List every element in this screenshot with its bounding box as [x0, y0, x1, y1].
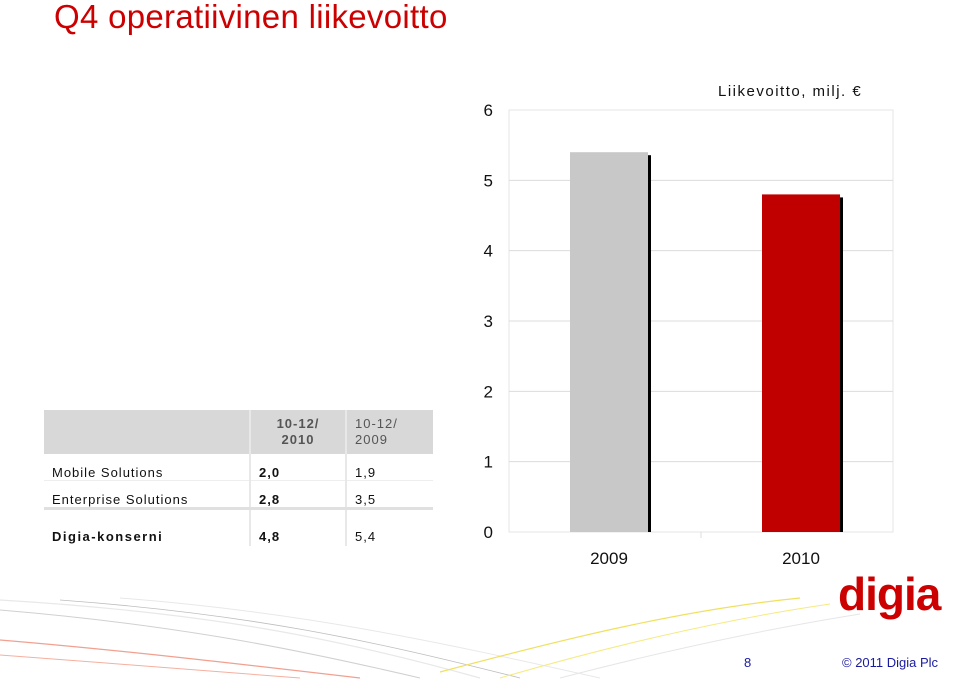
y-tick-label: 6	[484, 101, 493, 120]
value-2009: 3,5	[345, 480, 433, 509]
page-number: 8	[744, 655, 752, 670]
x-category-label: 2010	[782, 549, 820, 568]
segment-name: Enterprise Solutions	[44, 480, 250, 509]
y-tick-label: 2	[484, 382, 493, 401]
copyright: © 2011 Digia Plc	[842, 655, 939, 670]
bar-2009	[570, 152, 648, 532]
total-2010: 4,8	[249, 507, 346, 546]
total-2009: 5,4	[345, 507, 433, 546]
table-header-segment	[44, 410, 250, 454]
unit-label: Liikevoitto, milj. €	[718, 83, 862, 100]
y-tick-label: 4	[484, 242, 493, 261]
total-name: Digia-konserni	[44, 507, 250, 546]
segment-table: 10-12/ 2010 10-12/ 2009 Mobile Solutions…	[44, 410, 433, 546]
x-category-label: 2009	[590, 549, 628, 568]
slide-title: Q4 operatiivinen liikevoitto	[54, 0, 448, 35]
value-2010: 2,8	[249, 480, 346, 509]
svg-text:digia: digia	[838, 570, 942, 620]
table-header-2010: 10-12/ 2010	[249, 410, 346, 454]
y-tick-label: 5	[484, 171, 493, 190]
value-2009: 1,9	[345, 454, 433, 481]
bar-2010	[762, 194, 840, 532]
table-total-row: Digia-konserni 4,8 5,4	[44, 507, 433, 546]
table-row: Enterprise Solutions 2,8 3,5	[44, 480, 433, 509]
segment-name: Mobile Solutions	[44, 454, 250, 481]
y-tick-label: 0	[484, 523, 493, 542]
y-tick-label: 1	[484, 453, 493, 472]
table-header-2009: 10-12/ 2009	[345, 410, 433, 454]
digia-logo: digia	[838, 570, 943, 620]
y-tick-label: 3	[484, 312, 493, 331]
value-2010: 2,0	[249, 454, 346, 481]
table-row: Mobile Solutions 2,0 1,9	[44, 454, 433, 481]
footer-swoosh	[0, 597, 861, 679]
